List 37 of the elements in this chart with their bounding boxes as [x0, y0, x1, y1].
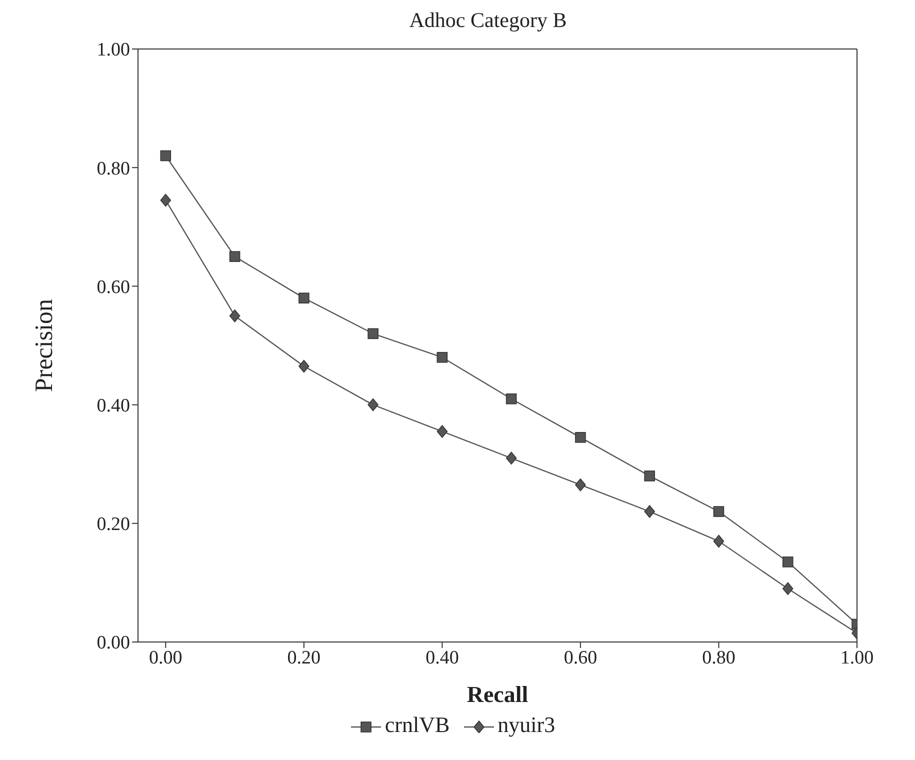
point	[229, 251, 240, 262]
x-tick-label: 0.60	[564, 647, 598, 668]
x-tick-label: 0.00	[149, 647, 182, 668]
point	[298, 292, 310, 304]
point	[644, 505, 655, 518]
point	[368, 398, 378, 412]
x-tick-label: 1.00	[840, 647, 874, 668]
point	[298, 360, 310, 373]
x-tick-label: 0.20	[287, 647, 321, 668]
point	[575, 478, 586, 492]
point	[160, 150, 172, 162]
x-tick-label: 0.40	[426, 647, 459, 668]
y-axis-title: Precision	[30, 298, 58, 392]
x-axis-title: Recall	[466, 682, 528, 707]
point	[368, 328, 378, 340]
legend-label: nyuir3	[498, 712, 556, 738]
x-tick-label: 0.80	[702, 647, 736, 668]
point	[229, 309, 240, 322]
point	[436, 425, 448, 438]
y-tick-label: 0.60	[96, 276, 130, 298]
y-tick-label: 0.40	[96, 396, 130, 417]
point	[506, 393, 517, 404]
point	[436, 352, 448, 363]
point	[713, 506, 724, 517]
y-tick-label: 0.00	[96, 632, 130, 654]
point	[644, 470, 655, 482]
point	[782, 556, 794, 568]
point	[713, 534, 724, 548]
y-tick-label: 0.20	[96, 514, 130, 536]
point	[506, 452, 517, 465]
legend-label: crnlVB	[384, 712, 450, 738]
point	[160, 194, 172, 207]
point	[575, 432, 586, 443]
chart-title: Adhoc Category B	[408, 8, 568, 33]
point	[782, 582, 794, 596]
y-tick-label: 1.00	[96, 40, 130, 61]
y-tick-label: 0.80	[96, 158, 130, 180]
